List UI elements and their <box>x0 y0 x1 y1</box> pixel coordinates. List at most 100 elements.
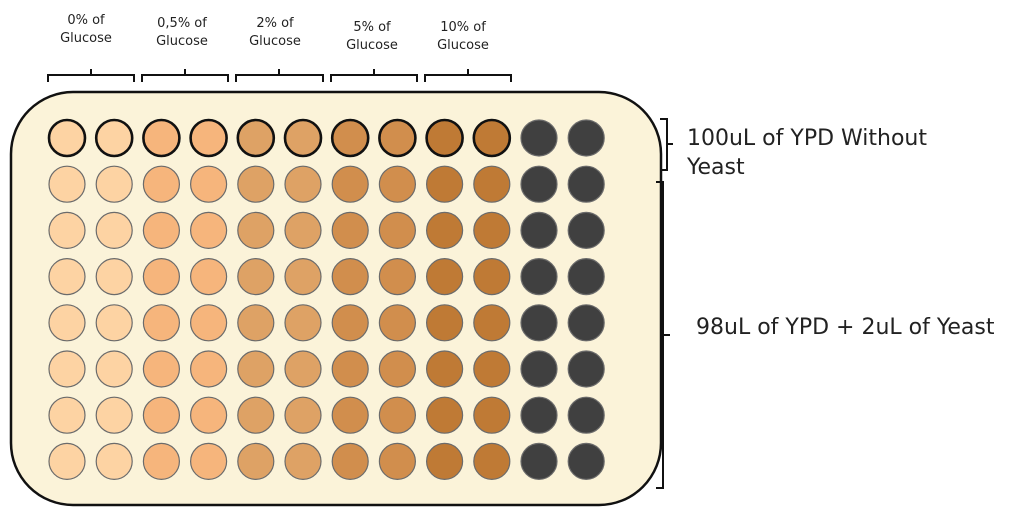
well-r6-c10 <box>473 350 511 388</box>
well-r3-c1 <box>48 211 86 249</box>
well-r3-c5 <box>237 211 275 249</box>
well-r8-c9 <box>426 442 464 480</box>
well-r4-c7 <box>331 258 369 296</box>
well-r3-c3 <box>142 211 180 249</box>
group-label-4-line1: 10% of <box>440 20 486 35</box>
well-r5-c4 <box>190 304 228 342</box>
well-r7-c5 <box>237 396 275 434</box>
well-r1-c11 <box>520 119 558 157</box>
well-r8-c3 <box>142 442 180 480</box>
well-r7-c7 <box>331 396 369 434</box>
well-r8-c5 <box>237 442 275 480</box>
well-r6-c7 <box>331 350 369 388</box>
well-r6-c5 <box>237 350 275 388</box>
well-r5-c2 <box>95 304 133 342</box>
well-r5-c6 <box>284 304 322 342</box>
group-label-1-line2: Glucose <box>156 34 208 49</box>
group-label-3-line2: Glucose <box>346 38 398 53</box>
well-r4-c11 <box>520 258 558 296</box>
well-r5-c9 <box>426 304 464 342</box>
side-bracket-top <box>660 118 673 171</box>
well-r6-c12 <box>567 350 605 388</box>
well-r1-c7 <box>330 118 370 158</box>
well-r3-c2 <box>95 211 133 249</box>
well-r7-c2 <box>95 396 133 434</box>
well-r3-c7 <box>331 211 369 249</box>
side-bracket-bottom <box>656 181 670 489</box>
well-r4-c12 <box>567 258 605 296</box>
well-r4-c9 <box>426 258 464 296</box>
group-bracket-0 <box>47 69 135 82</box>
well-r6-c1 <box>48 350 86 388</box>
well-r7-c8 <box>378 396 416 434</box>
well-r5-c1 <box>48 304 86 342</box>
well-r3-c10 <box>473 211 511 249</box>
group-label-2-line1: 2% of <box>256 16 294 31</box>
well-r3-c11 <box>520 211 558 249</box>
well-r7-c10 <box>473 396 511 434</box>
well-r8-c2 <box>95 442 133 480</box>
well-r4-c1 <box>48 258 86 296</box>
group-label-2-line2: Glucose <box>249 34 301 49</box>
group-brackets <box>47 69 512 82</box>
well-r7-c9 <box>426 396 464 434</box>
well-r7-c6 <box>284 396 322 434</box>
wells <box>47 118 605 480</box>
group-bracket-3 <box>330 69 418 82</box>
well-r8-c10 <box>473 442 511 480</box>
well-r3-c4 <box>190 211 228 249</box>
well-r7-c1 <box>48 396 86 434</box>
well-r2-c10 <box>473 165 511 203</box>
well-r4-c5 <box>237 258 275 296</box>
well-r5-c7 <box>331 304 369 342</box>
well-r1-c8 <box>378 118 417 158</box>
well-r2-c12 <box>567 165 605 203</box>
well-r6-c8 <box>378 350 416 388</box>
well-r8-c6 <box>284 442 322 480</box>
well-r5-c10 <box>473 304 511 342</box>
well-r1-c5 <box>236 118 276 158</box>
well-r1-c6 <box>283 118 323 158</box>
well-r1-c3 <box>142 118 181 158</box>
group-bracket-4 <box>424 69 512 82</box>
well-r5-c8 <box>378 304 416 342</box>
well-r6-c11 <box>520 350 558 388</box>
well-r3-c6 <box>284 211 322 249</box>
well-r4-c6 <box>284 258 322 296</box>
well-r1-c1 <box>47 118 87 158</box>
well-r1-c2 <box>94 118 134 158</box>
group-bracket-1 <box>141 69 229 82</box>
well-r4-c2 <box>95 258 133 296</box>
bottom-rows-label: 98uL of YPD + 2uL of Yeast <box>696 315 995 340</box>
well-r6-c4 <box>190 350 228 388</box>
well-r7-c4 <box>190 396 228 434</box>
well-r3-c9 <box>426 211 464 249</box>
side-brackets <box>656 118 673 489</box>
well-r5-c12 <box>567 304 605 342</box>
group-bracket-2 <box>235 69 324 82</box>
well-r2-c4 <box>190 165 228 203</box>
well-r2-c11 <box>520 165 558 203</box>
well-r6-c2 <box>95 350 133 388</box>
well-r1-c10 <box>472 118 512 158</box>
group-label-1-line1: 0,5% of <box>157 16 207 31</box>
well-r2-c8 <box>378 165 416 203</box>
well-r8-c12 <box>567 442 605 480</box>
well-r8-c1 <box>48 442 86 480</box>
well-r6-c9 <box>426 350 464 388</box>
well-r8-c11 <box>520 442 558 480</box>
well-r2-c3 <box>142 165 180 203</box>
well-r2-c6 <box>284 165 322 203</box>
well-r5-c11 <box>520 304 558 342</box>
group-label-0-line1: 0% of <box>67 13 105 28</box>
well-r7-c11 <box>520 396 558 434</box>
group-labels: 0% of Glucose 0,5% of Glucose 2% of Gluc… <box>60 13 489 53</box>
well-r2-c5 <box>237 165 275 203</box>
group-label-4-line2: Glucose <box>437 38 489 53</box>
well-r8-c7 <box>331 442 369 480</box>
well-r4-c3 <box>142 258 180 296</box>
well-r2-c9 <box>426 165 464 203</box>
well-r5-c5 <box>237 304 275 342</box>
well-r3-c8 <box>378 211 416 249</box>
